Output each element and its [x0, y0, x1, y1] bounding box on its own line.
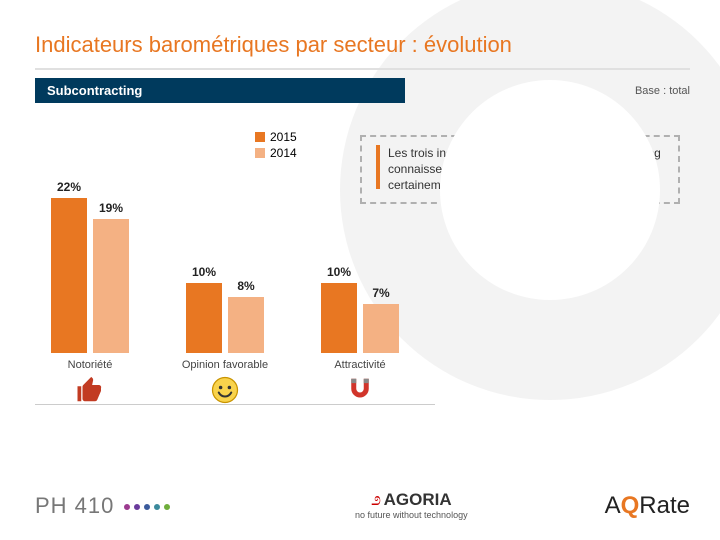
page-title: Indicateurs barométriques par secteur : …: [35, 32, 690, 58]
chart-group: 10%7%Attractivité: [305, 198, 415, 405]
category-icon: [305, 375, 415, 405]
legend-swatch-2014: [255, 148, 265, 158]
logo-aqrate: AQRate: [605, 492, 690, 520]
agoria-tagline: no future without technology: [355, 510, 468, 520]
ph410-dot: [164, 504, 170, 510]
bar-value-label: 10%: [321, 265, 357, 279]
base-label: Base : total: [635, 85, 690, 97]
aqrate-a: A: [605, 492, 621, 520]
ph410-dot: [154, 504, 160, 510]
ph410-text: PH 410: [35, 493, 114, 518]
agoria-swirl-icon: ೨: [371, 489, 381, 509]
chart-group: 22%19%Notoriété: [35, 198, 145, 405]
ph410-dot: [144, 504, 150, 510]
title-underline: [35, 68, 690, 70]
bar-2015: 10%: [321, 283, 357, 353]
x-axis-label: Attractivité: [305, 359, 415, 371]
comment-accent-bar: [376, 145, 380, 189]
chart-group: 10%8%Opinion favorable: [170, 198, 280, 405]
thumbs-up-icon: [73, 375, 107, 405]
legend-label-2014: 2014: [270, 146, 297, 160]
bar-2015: 22%: [51, 198, 87, 353]
aqrate-rest: Rate: [639, 492, 690, 520]
category-icon: [35, 375, 145, 405]
aqrate-q: Q: [621, 492, 640, 520]
x-axis-label: Notoriété: [35, 359, 145, 371]
bar-value-label: 7%: [363, 286, 399, 300]
magnet-icon: [343, 375, 377, 405]
sector-badge: Subcontracting: [35, 78, 405, 103]
logo-ph410: PH 410: [35, 493, 172, 519]
bar-2014: 19%: [93, 219, 129, 353]
smiley-icon: [210, 375, 240, 405]
footer-logos: PH 410 ೨ AGORIA no future without techno…: [35, 492, 690, 520]
bar-2014: 8%: [228, 297, 264, 353]
legend-swatch-2015: [255, 132, 265, 142]
watermark-q-hole: [440, 80, 660, 300]
bar-2015: 10%: [186, 283, 222, 353]
agoria-name: AGORIA: [384, 490, 452, 509]
category-icon: [170, 375, 280, 405]
ph410-dot: [124, 504, 130, 510]
bar-2014: 7%: [363, 304, 399, 353]
ph410-dot: [134, 504, 140, 510]
bar-value-label: 10%: [186, 265, 222, 279]
x-axis-label: Opinion favorable: [170, 359, 280, 371]
bar-value-label: 19%: [93, 201, 129, 215]
bar-value-label: 22%: [51, 180, 87, 194]
bar-chart: 22%19%Notoriété10%8%Opinion favorable10%…: [35, 245, 435, 405]
bar-value-label: 8%: [228, 279, 264, 293]
logo-agoria: ೨ AGORIA no future without technology: [355, 489, 468, 520]
legend-label-2015: 2015: [270, 130, 297, 144]
chart-legend: 2015 2014: [255, 130, 297, 162]
